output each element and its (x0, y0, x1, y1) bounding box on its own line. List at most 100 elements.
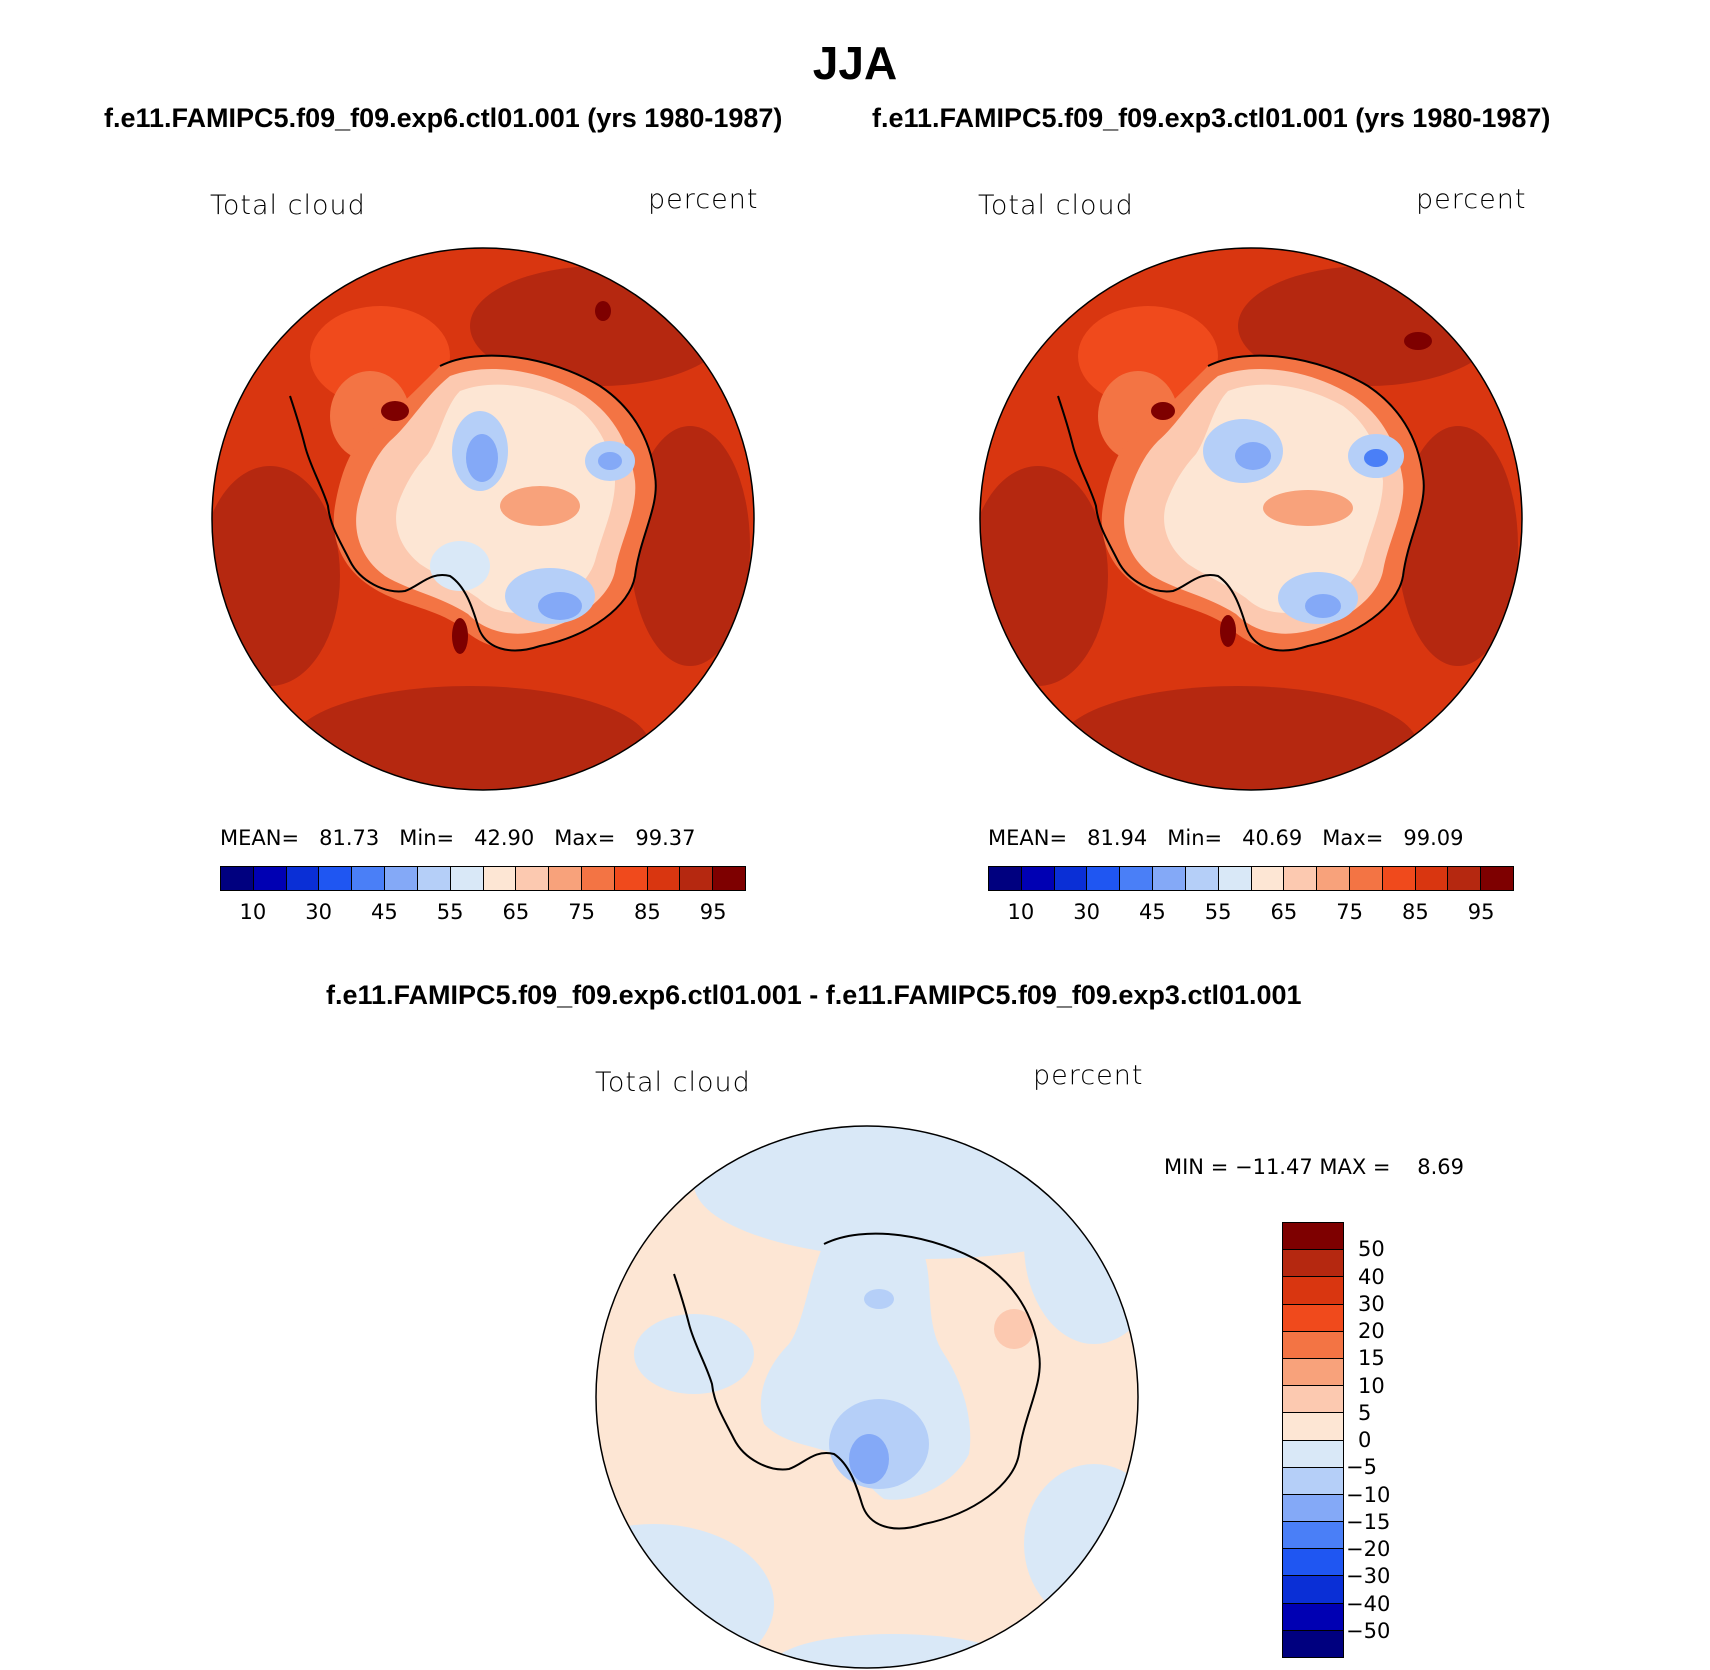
colorbar-swatch (614, 867, 648, 890)
panel-2-mean-label: MEAN= (988, 826, 1068, 850)
colorbar-tick-label: 85 (1402, 900, 1429, 924)
colorbar-swatch (1283, 1467, 1343, 1495)
colorbar-swatch (1283, 1386, 1343, 1414)
panel-1-mean-label: MEAN= (220, 826, 300, 850)
colorbar-tick-label: −50 (1346, 1618, 1391, 1643)
colorbar-tick-label: 10 (1358, 1373, 1385, 1398)
colorbar-swatch (1283, 1413, 1343, 1441)
colorbar-tick-label: 30 (305, 900, 332, 924)
panel-1-units-label: percent (648, 184, 759, 215)
colorbar-tick-label: 0 (1358, 1428, 1372, 1452)
colorbar-tick-label: −20 (1346, 1537, 1391, 1561)
colorbar-swatch (1087, 867, 1121, 890)
colorbar-swatch (221, 867, 254, 890)
colorbar-tick-label: 95 (699, 900, 727, 924)
colorbar-swatch (1283, 1277, 1343, 1305)
colorbar-swatch (1448, 867, 1482, 890)
panel-1-stats: MEAN= 81.73 Min= 42.90 Max= 99.37 (220, 826, 695, 850)
colorbar-tick-label: −30 (1346, 1564, 1391, 1589)
diff-minmax: MIN = −11.47 MAX = 8.69 (1164, 1155, 1464, 1179)
main-title: JJA (812, 37, 898, 89)
panel-1-case-title: f.e11.FAMIPC5.f09_f09.exp6.ctl01.001 (yr… (104, 103, 783, 133)
colorbar-tick-label: 85 (634, 900, 661, 924)
panel-1-polar-map (211, 247, 755, 791)
colorbar-swatch (1317, 867, 1350, 890)
diff-min-label: MIN = (1164, 1155, 1229, 1179)
colorbar-swatch (1415, 867, 1449, 890)
panel-1-min-value: 42.90 (474, 826, 535, 850)
diff-max-value: 8.69 (1417, 1155, 1465, 1179)
panel-1-min-label: Min= (399, 826, 455, 850)
colorbar-swatch (319, 867, 353, 890)
colorbar-swatch (1283, 1358, 1343, 1387)
colorbar-swatch (1251, 867, 1285, 890)
colorbar-swatch (286, 867, 320, 890)
colorbar-swatch (549, 867, 582, 890)
colorbar-swatch (1283, 1630, 1343, 1657)
colorbar-tick-label: 5 (1358, 1400, 1372, 1425)
colorbar-tick-label: 50 (1358, 1237, 1385, 1262)
colorbar-tick-label: 20 (1358, 1319, 1385, 1343)
colorbar-swatch (516, 867, 550, 890)
panel-1-colorbar (220, 866, 746, 891)
colorbar-swatch (1054, 867, 1088, 890)
colorbar-swatch (385, 867, 418, 890)
colorbar-tick-label: 75 (568, 900, 595, 924)
colorbar-tick-label: 45 (1139, 900, 1166, 924)
colorbar-swatch (417, 867, 451, 890)
colorbar-swatch (450, 867, 484, 890)
panel-1-variable-label: Total cloud (210, 190, 366, 221)
colorbar-swatch (680, 867, 714, 890)
diff-polar-map (595, 1125, 1139, 1669)
colorbar-swatch (1284, 867, 1318, 890)
colorbar-swatch (1283, 1304, 1343, 1332)
colorbar-tick-label: 65 (1270, 900, 1298, 924)
colorbar-swatch (1218, 867, 1252, 890)
panel-2-max-label: Max= (1322, 826, 1384, 850)
colorbar-swatch (1283, 1576, 1343, 1604)
colorbar-tick-label: −5 (1346, 1455, 1377, 1480)
diff-min-value: −11.47 (1234, 1155, 1313, 1179)
colorbar-swatch (989, 867, 1022, 890)
panel-2-variable-label: Total cloud (978, 190, 1134, 221)
colorbar-swatch (1283, 1250, 1343, 1278)
colorbar-swatch (581, 867, 615, 890)
colorbar-tick-label: 30 (1073, 900, 1100, 924)
colorbar-swatch (352, 867, 386, 890)
colorbar-tick-label: 55 (1204, 900, 1232, 924)
colorbar-swatch (253, 867, 287, 890)
colorbar-tick-label: 10 (239, 900, 267, 924)
colorbar-swatch (1283, 1494, 1343, 1523)
panel-2-max-value: 99.09 (1403, 826, 1464, 850)
colorbar-tick-label: 45 (371, 900, 398, 924)
colorbar-swatch (1283, 1549, 1343, 1577)
colorbar-tick-label: −15 (1346, 1509, 1391, 1534)
panel-2-mean-value: 81.94 (1087, 826, 1148, 850)
colorbar-swatch (1283, 1223, 1343, 1251)
panel-1-max-label: Max= (554, 826, 616, 850)
panel-1-max-value: 99.37 (635, 826, 696, 850)
colorbar-swatch (713, 867, 745, 890)
colorbar-swatch (1283, 1331, 1343, 1359)
colorbar-tick-label: 55 (436, 900, 464, 924)
panel-2-units-label: percent (1416, 184, 1527, 215)
colorbar-swatch (1185, 867, 1219, 890)
diff-variable-label: Total cloud (595, 1067, 751, 1098)
colorbar-swatch (1481, 867, 1513, 890)
colorbar-tick-label: 40 (1358, 1264, 1385, 1289)
colorbar-tick-label: −40 (1346, 1591, 1391, 1616)
colorbar-tick-label: −10 (1346, 1482, 1391, 1507)
colorbar-swatch (1283, 1603, 1343, 1631)
colorbar-tick-label: 65 (502, 900, 530, 924)
colorbar-tick-label: 15 (1358, 1346, 1385, 1371)
panel-2-colorbar (988, 866, 1514, 891)
panel-2-case-title: f.e11.FAMIPC5.f09_f09.exp3.ctl01.001 (yr… (872, 103, 1551, 133)
colorbar-tick-label: 10 (1007, 900, 1035, 924)
colorbar-swatch (483, 867, 517, 890)
colorbar-swatch (1283, 1440, 1343, 1468)
colorbar-swatch (1153, 867, 1186, 890)
diff-title: f.e11.FAMIPC5.f09_f09.exp6.ctl01.001 - f… (326, 980, 1302, 1010)
panel-2-stats: MEAN= 81.94 Min= 40.69 Max= 99.09 (988, 826, 1463, 850)
colorbar-tick-label: 75 (1336, 900, 1363, 924)
colorbar-swatch (1021, 867, 1055, 890)
